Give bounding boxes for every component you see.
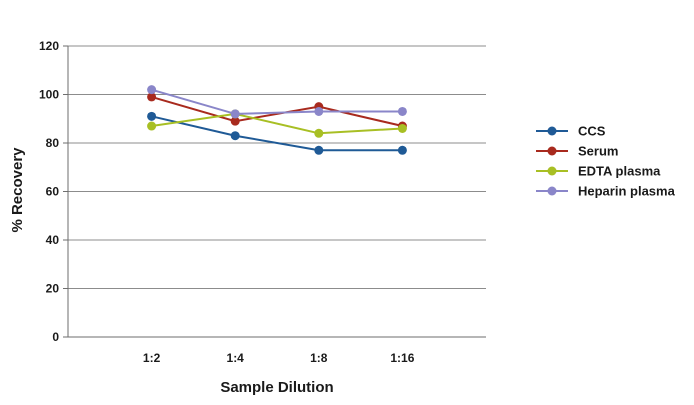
legend-marker: [547, 146, 557, 156]
series-line: [151, 95, 403, 127]
data-point: [397, 106, 407, 116]
y-tick-label: 100: [39, 88, 59, 102]
data-point: [230, 131, 240, 141]
legend-entry: Heparin plasma: [536, 184, 676, 199]
data-point: [314, 106, 324, 116]
data-point: [230, 116, 240, 126]
data-point: [397, 145, 407, 155]
legend-label: Heparin plasma: [578, 184, 676, 199]
legend-label: EDTA plasma: [578, 164, 661, 179]
y-tick-label: 60: [46, 185, 60, 199]
data-point: [314, 128, 324, 138]
legend-entry: Serum: [536, 144, 618, 159]
x-axis-title: Sample Dilution: [220, 379, 333, 396]
series-line: [151, 112, 403, 135]
y-tick-label: 120: [39, 39, 59, 53]
x-tick-label: 1:16: [390, 351, 414, 365]
y-tick-label: 0: [52, 330, 59, 344]
series-heparin-plasma: [147, 85, 407, 119]
legend: CCS Serum EDTA plasma Heparin plasma: [536, 124, 676, 199]
series-line: [151, 115, 403, 152]
legend-label: CCS: [578, 124, 606, 139]
y-axis-ticks: 0 20 40 60 80 100 120: [39, 39, 68, 344]
data-point: [230, 109, 240, 119]
y-tick-label: 80: [46, 136, 60, 150]
gridlines: [68, 45, 486, 289]
data-point: [147, 111, 157, 121]
y-tick-label: 40: [46, 233, 60, 247]
x-tick-label: 1:2: [143, 351, 161, 365]
data-point: [147, 121, 157, 131]
series-line: [151, 88, 403, 115]
legend-marker: [547, 166, 557, 176]
legend-entry: CCS: [536, 124, 606, 139]
y-tick-label: 20: [46, 282, 60, 296]
data-point: [147, 85, 157, 95]
x-tick-label: 1:8: [310, 351, 328, 365]
x-axis-ticks: 1:2 1:4 1:8 1:16: [143, 351, 415, 365]
x-tick-label: 1:4: [227, 351, 245, 365]
data-point: [314, 145, 324, 155]
legend-label: Serum: [578, 144, 618, 159]
data-point: [147, 92, 157, 102]
data-point: [397, 123, 407, 133]
legend-marker: [547, 126, 557, 136]
legend-entry: EDTA plasma: [536, 164, 661, 179]
y-axis-title: % Recovery: [9, 147, 26, 233]
legend-marker: [547, 186, 557, 196]
series-layer: [147, 85, 407, 155]
series-ccs: [147, 111, 407, 155]
